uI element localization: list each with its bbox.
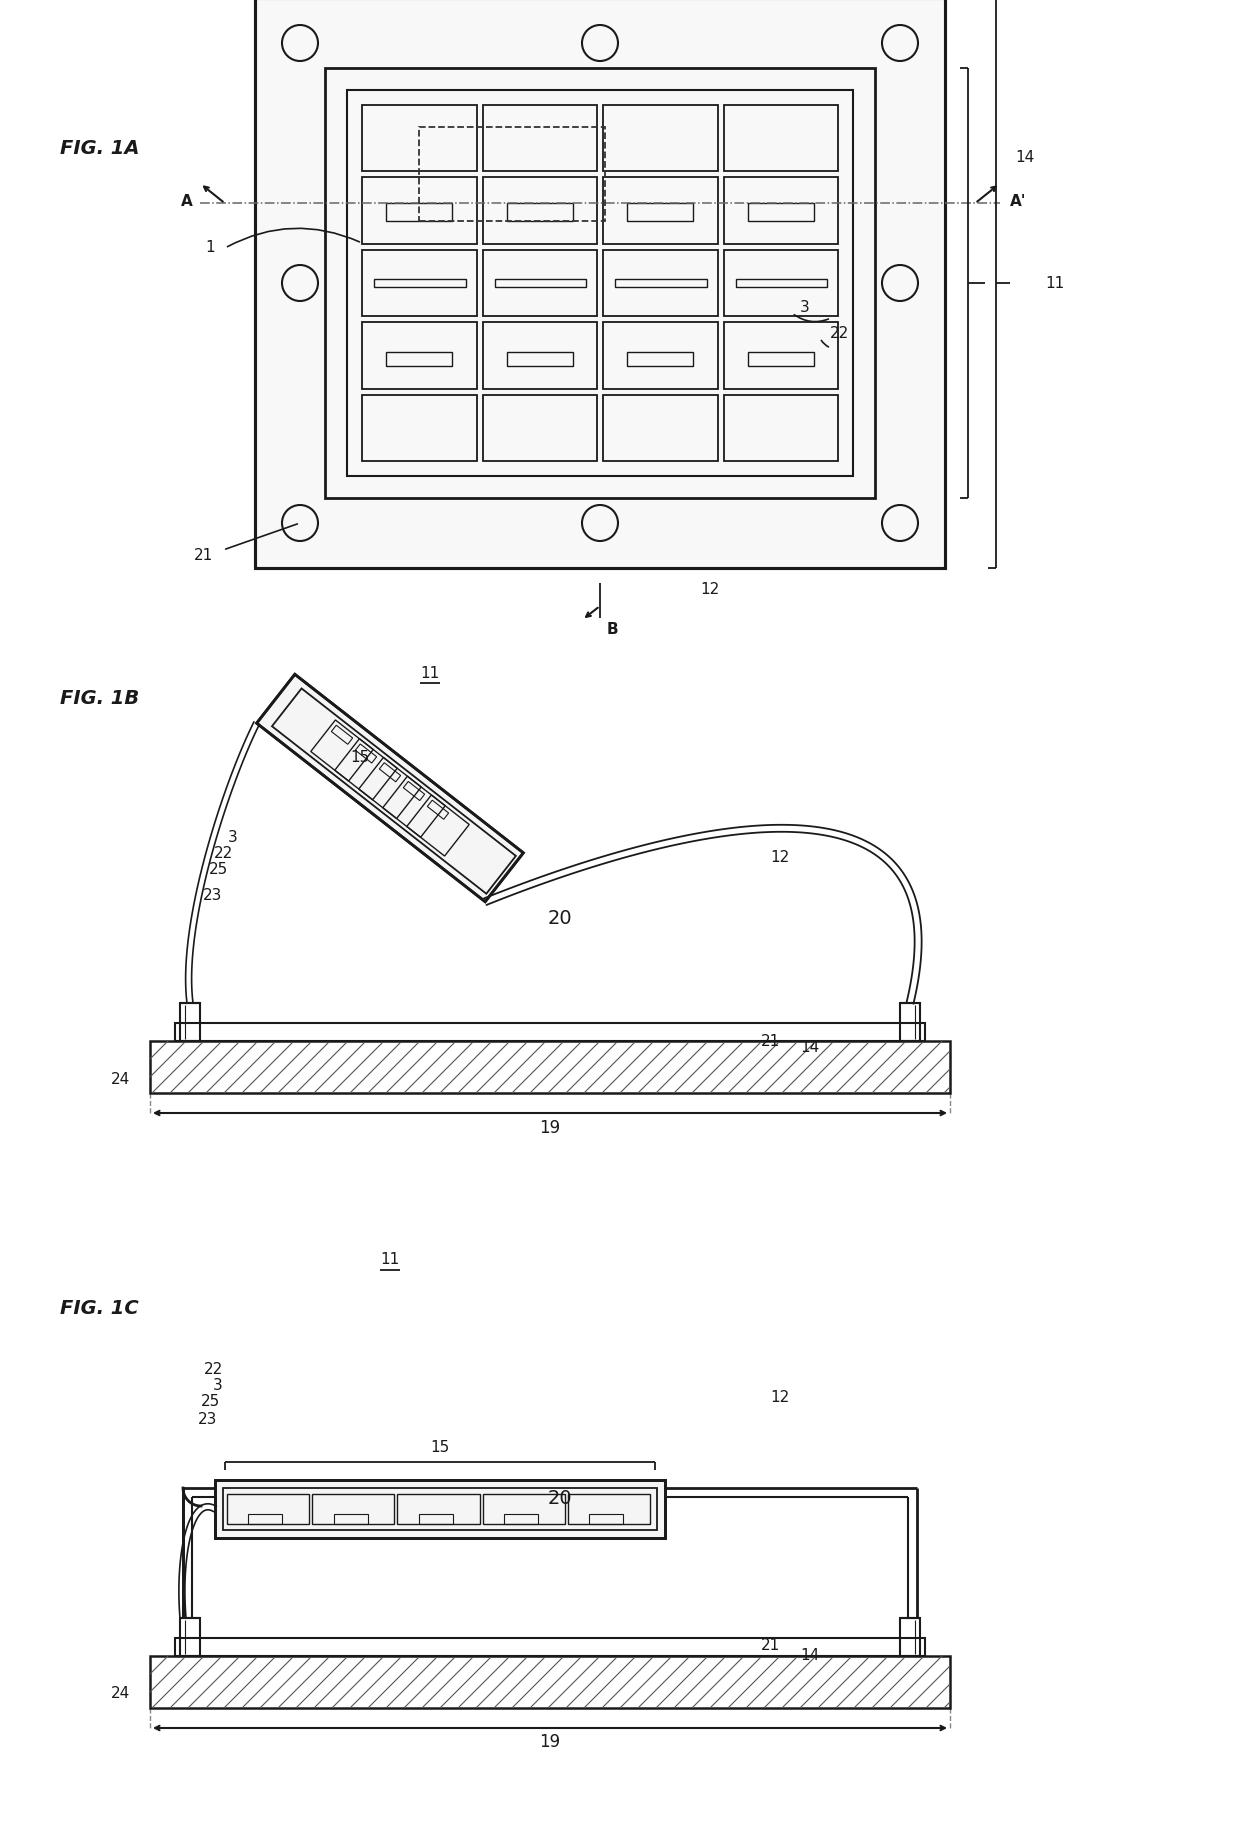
Bar — [603, 250, 718, 316]
Text: 25: 25 — [201, 1395, 219, 1410]
Text: B: B — [606, 623, 618, 638]
Bar — [748, 351, 813, 366]
Text: 11: 11 — [1045, 276, 1064, 290]
Bar — [627, 351, 693, 366]
Bar — [248, 1515, 283, 1524]
Text: 11: 11 — [381, 1252, 399, 1268]
Text: FIG. 1B: FIG. 1B — [60, 689, 139, 708]
Bar — [150, 1656, 950, 1708]
Bar — [419, 1515, 453, 1524]
Text: 12: 12 — [770, 1391, 790, 1406]
Bar — [227, 1494, 309, 1524]
Bar — [386, 351, 453, 366]
Bar — [347, 90, 853, 476]
Text: 23: 23 — [197, 1412, 217, 1428]
Bar — [482, 178, 596, 244]
Bar — [180, 1617, 200, 1656]
Text: 14: 14 — [800, 1647, 820, 1663]
Bar — [507, 204, 573, 221]
Bar — [255, 0, 945, 568]
Bar — [900, 1004, 920, 1040]
Text: 12: 12 — [701, 583, 719, 597]
Bar — [495, 279, 587, 287]
Text: A: A — [181, 193, 193, 210]
Bar — [175, 1024, 925, 1040]
Bar — [180, 1004, 200, 1040]
Bar — [627, 204, 693, 221]
Bar — [748, 204, 813, 221]
Bar — [312, 1494, 394, 1524]
Bar — [503, 1515, 538, 1524]
Bar — [334, 1515, 367, 1524]
Bar — [482, 250, 596, 316]
Text: 25: 25 — [208, 862, 228, 877]
Bar — [603, 322, 718, 388]
Bar — [150, 1040, 950, 1094]
Bar — [362, 250, 476, 316]
Bar — [397, 1494, 480, 1524]
Bar — [362, 178, 476, 244]
Text: 1: 1 — [206, 241, 215, 255]
Text: 20: 20 — [548, 908, 573, 928]
Text: A': A' — [1011, 193, 1027, 210]
Bar — [723, 178, 838, 244]
Bar — [507, 351, 573, 366]
Bar — [603, 395, 718, 461]
Text: 19: 19 — [539, 1119, 560, 1138]
Bar — [374, 279, 466, 287]
Text: 21: 21 — [760, 1638, 780, 1654]
Bar — [362, 322, 476, 388]
Bar — [900, 1617, 920, 1656]
Bar — [362, 395, 476, 461]
Bar — [482, 1494, 564, 1524]
Text: 23: 23 — [202, 888, 222, 904]
Text: 24: 24 — [110, 1685, 130, 1700]
Text: 15: 15 — [430, 1441, 450, 1456]
Text: 20: 20 — [548, 1489, 573, 1507]
Text: 11: 11 — [420, 665, 440, 680]
Bar — [419, 127, 605, 221]
Bar — [175, 1638, 925, 1656]
Bar — [603, 178, 718, 244]
Bar — [723, 322, 838, 388]
Bar — [386, 204, 453, 221]
Bar — [603, 105, 718, 171]
Bar — [589, 1515, 624, 1524]
Polygon shape — [257, 675, 523, 902]
Text: 21: 21 — [193, 548, 213, 562]
Bar — [723, 105, 838, 171]
Text: 14: 14 — [1016, 151, 1034, 165]
Bar — [215, 1480, 665, 1538]
Bar — [482, 322, 596, 388]
Text: 19: 19 — [539, 1733, 560, 1752]
Text: 22: 22 — [203, 1362, 223, 1377]
Text: 22: 22 — [213, 845, 233, 860]
Bar — [362, 105, 476, 171]
Text: 3: 3 — [800, 300, 810, 316]
Text: 24: 24 — [110, 1073, 130, 1088]
Bar — [735, 279, 827, 287]
Bar — [255, 0, 945, 568]
Bar — [723, 250, 838, 316]
Text: 3: 3 — [228, 831, 238, 845]
Bar — [215, 1480, 665, 1538]
Bar — [723, 395, 838, 461]
Bar — [482, 105, 596, 171]
Text: 12: 12 — [770, 851, 790, 866]
Bar — [615, 279, 707, 287]
Text: 22: 22 — [830, 325, 849, 340]
Bar — [568, 1494, 650, 1524]
Text: 15: 15 — [351, 750, 370, 765]
Text: 14: 14 — [800, 1040, 820, 1055]
Bar — [223, 1489, 657, 1529]
Text: FIG. 1C: FIG. 1C — [60, 1298, 139, 1318]
Bar — [325, 68, 875, 498]
Text: FIG. 1A: FIG. 1A — [60, 138, 139, 158]
Text: 3: 3 — [213, 1378, 223, 1393]
Text: 21: 21 — [760, 1033, 780, 1048]
Bar — [482, 395, 596, 461]
